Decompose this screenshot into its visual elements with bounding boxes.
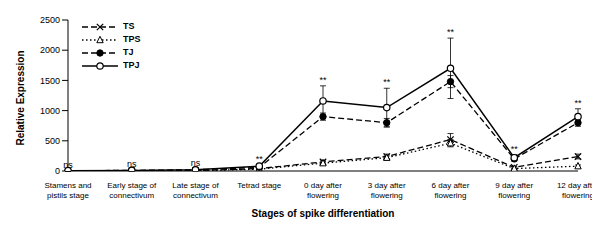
svg-text:**: **	[383, 77, 391, 87]
svg-text:500: 500	[45, 136, 60, 146]
svg-text:**: **	[256, 154, 264, 164]
svg-text:6 day afterflowering: 6 day afterflowering	[432, 181, 470, 200]
svg-text:Early stage ofconnectivum: Early stage ofconnectivum	[107, 181, 157, 200]
svg-text:Stages of spike differentiatio: Stages of spike differentiation	[252, 208, 395, 219]
svg-text:Stamens andpistils stage: Stamens andpistils stage	[44, 181, 91, 200]
svg-text:9 day afterflowering: 9 day afterflowering	[495, 181, 533, 200]
svg-text:Relative Expression: Relative Expression	[15, 50, 26, 145]
html-text:TS: TS	[123, 21, 135, 31]
svg-text:1500: 1500	[40, 76, 60, 86]
svg-text:12 day afterflowering: 12 day afterflowering	[557, 181, 592, 200]
svg-text:0: 0	[55, 166, 60, 176]
svg-text:**: **	[511, 144, 519, 154]
svg-text:0 day afterflowering: 0 day afterflowering	[304, 181, 342, 200]
html-text:TJ: TJ	[123, 47, 134, 57]
svg-text:**: **	[447, 27, 455, 37]
svg-text:ns: ns	[127, 159, 137, 169]
svg-text:ns: ns	[63, 160, 73, 170]
svg-text:3 day afterflowering: 3 day afterflowering	[368, 181, 406, 200]
svg-text:2500: 2500	[40, 15, 60, 25]
svg-text:2000: 2000	[40, 45, 60, 55]
html-text:TPJ: TPJ	[123, 60, 140, 70]
html-text:TPS: TPS	[123, 34, 141, 44]
svg-text:ns: ns	[191, 158, 201, 168]
svg-text:**: **	[319, 75, 327, 85]
svg-text:**: **	[574, 98, 582, 108]
svg-text:Tetrad stage: Tetrad stage	[237, 181, 282, 190]
svg-text:Late stage ofconnectivum: Late stage ofconnectivum	[172, 181, 219, 200]
svg-text:1000: 1000	[40, 106, 60, 116]
